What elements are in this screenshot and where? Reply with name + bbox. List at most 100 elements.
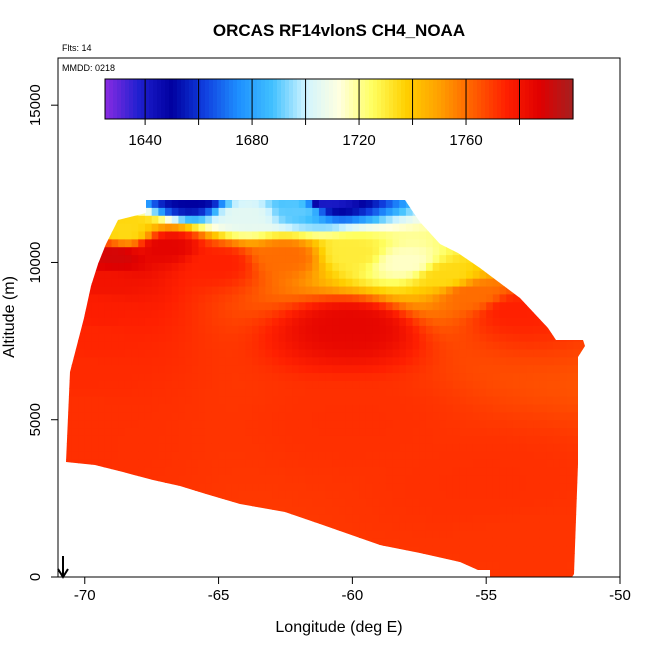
field-cell [58, 365, 65, 373]
field-cell [446, 200, 454, 208]
field-cell [278, 372, 286, 381]
field-cell [118, 286, 126, 295]
field-cell [519, 498, 527, 507]
field-cell [352, 333, 360, 342]
field-cell [325, 521, 333, 531]
field-cell [111, 286, 119, 295]
field-cell [506, 317, 514, 326]
field-cell [325, 341, 333, 350]
field-cell [512, 396, 521, 405]
field-cell [104, 427, 113, 436]
field-cell [392, 231, 400, 240]
field-cell [359, 514, 367, 523]
field-cell [466, 278, 474, 287]
field-cell [131, 254, 139, 263]
field-cell [405, 348, 414, 358]
colorbar-segment [365, 79, 370, 119]
field-cell [479, 443, 487, 452]
field-cell [345, 278, 353, 287]
field-cell [446, 215, 454, 224]
field-cell [318, 545, 327, 554]
colorbar-segment [329, 79, 334, 119]
field-cell [499, 451, 507, 460]
field-cell [91, 380, 99, 389]
field-cell [553, 286, 561, 295]
field-cell [339, 396, 347, 405]
field-cell [559, 427, 567, 436]
field-cell [325, 443, 333, 452]
field-cell [305, 309, 313, 318]
field-cell [104, 396, 113, 405]
field-cell [185, 348, 193, 358]
field-cell [245, 553, 253, 562]
field-cell [486, 490, 494, 499]
field-cell [138, 482, 146, 491]
field-cell [352, 215, 360, 224]
field-cell [499, 278, 507, 287]
field-cell [138, 356, 146, 366]
field-cell [104, 348, 113, 358]
field-cell [292, 207, 300, 216]
field-cell [272, 537, 280, 547]
field-cell [372, 537, 380, 547]
field-cell [533, 246, 541, 256]
field-cell [492, 545, 501, 554]
field-cell [432, 262, 440, 271]
field-cell [459, 325, 467, 334]
field-cell [553, 435, 561, 444]
field-cell [365, 356, 373, 366]
field-cell [452, 286, 460, 295]
field-cell [138, 411, 146, 421]
field-cell [439, 317, 447, 326]
field-cell [104, 490, 113, 499]
field-cell [379, 341, 387, 350]
field-cell [138, 293, 146, 303]
field-cell [546, 427, 554, 436]
field-cell [587, 443, 594, 451]
field-cell [205, 238, 213, 248]
field-cell [305, 521, 313, 531]
field-cell [245, 396, 253, 405]
field-cell [486, 223, 494, 232]
field-cell [66, 490, 72, 499]
field-cell [265, 286, 273, 295]
field-cell [165, 231, 173, 240]
field-cell [546, 333, 554, 342]
field-cell [238, 301, 246, 311]
field-cell [385, 482, 394, 491]
field-cell [579, 238, 585, 248]
field-cell [452, 262, 460, 271]
field-cell [219, 168, 226, 176]
field-cell [111, 348, 119, 358]
field-cell [385, 521, 394, 531]
field-cell [405, 521, 414, 531]
field-cell [91, 466, 99, 476]
field-cell [98, 490, 106, 499]
field-cell [185, 184, 192, 192]
field-cell [198, 231, 206, 240]
field-cell [359, 278, 367, 287]
field-cell [392, 238, 400, 248]
field-cell [231, 474, 240, 484]
field-cell [405, 459, 414, 468]
field-cell [305, 537, 313, 547]
field-cell [506, 262, 514, 271]
field-cell [111, 278, 119, 287]
field-cell [566, 184, 573, 192]
field-cell [84, 246, 92, 256]
field-cell [66, 372, 72, 381]
field-cell [526, 348, 534, 358]
colorbar-segment [433, 79, 438, 119]
field-cell [425, 498, 434, 507]
field-cell [124, 215, 133, 224]
field-cell [218, 246, 226, 256]
field-cell [533, 419, 541, 429]
field-cell [178, 474, 186, 484]
field-cell [385, 254, 394, 263]
field-cell [553, 207, 561, 216]
field-cell [185, 231, 193, 240]
field-cell [71, 443, 79, 452]
field-cell [385, 286, 394, 295]
field-cell [191, 388, 199, 397]
field-cell [211, 529, 220, 539]
